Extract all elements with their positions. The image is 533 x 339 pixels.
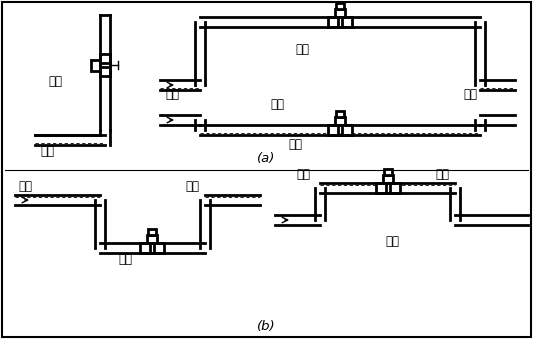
- Bar: [328, 17, 338, 27]
- Text: 气泡: 气泡: [435, 168, 449, 181]
- Text: (a): (a): [257, 152, 275, 165]
- Text: 气泡: 气泡: [185, 180, 199, 193]
- Text: 错误: 错误: [270, 98, 284, 111]
- Text: 气泡: 气泡: [18, 180, 32, 193]
- Bar: [100, 54, 110, 63]
- Text: 正确: 正确: [48, 75, 62, 88]
- Bar: [342, 17, 352, 27]
- Bar: [335, 117, 345, 125]
- Bar: [384, 169, 392, 175]
- Bar: [336, 3, 344, 9]
- Text: (b): (b): [257, 320, 276, 333]
- Bar: [390, 183, 400, 193]
- Bar: [140, 243, 150, 253]
- Text: 气泡: 气泡: [296, 168, 310, 181]
- Bar: [383, 175, 393, 183]
- Bar: [91, 60, 100, 71]
- Bar: [154, 243, 164, 253]
- Bar: [376, 183, 386, 193]
- Text: 液体: 液体: [288, 138, 302, 151]
- Text: 液体: 液体: [165, 88, 179, 101]
- Bar: [335, 9, 345, 17]
- Text: 错误: 错误: [385, 235, 399, 248]
- Bar: [342, 125, 352, 135]
- Bar: [100, 67, 110, 76]
- Text: 液体: 液体: [40, 145, 54, 158]
- Text: 液体: 液体: [463, 88, 477, 101]
- Bar: [328, 125, 338, 135]
- Bar: [148, 229, 156, 235]
- Text: 正确: 正确: [295, 43, 309, 56]
- Text: 正确: 正确: [118, 253, 132, 266]
- Bar: [336, 111, 344, 117]
- Bar: [147, 235, 157, 243]
